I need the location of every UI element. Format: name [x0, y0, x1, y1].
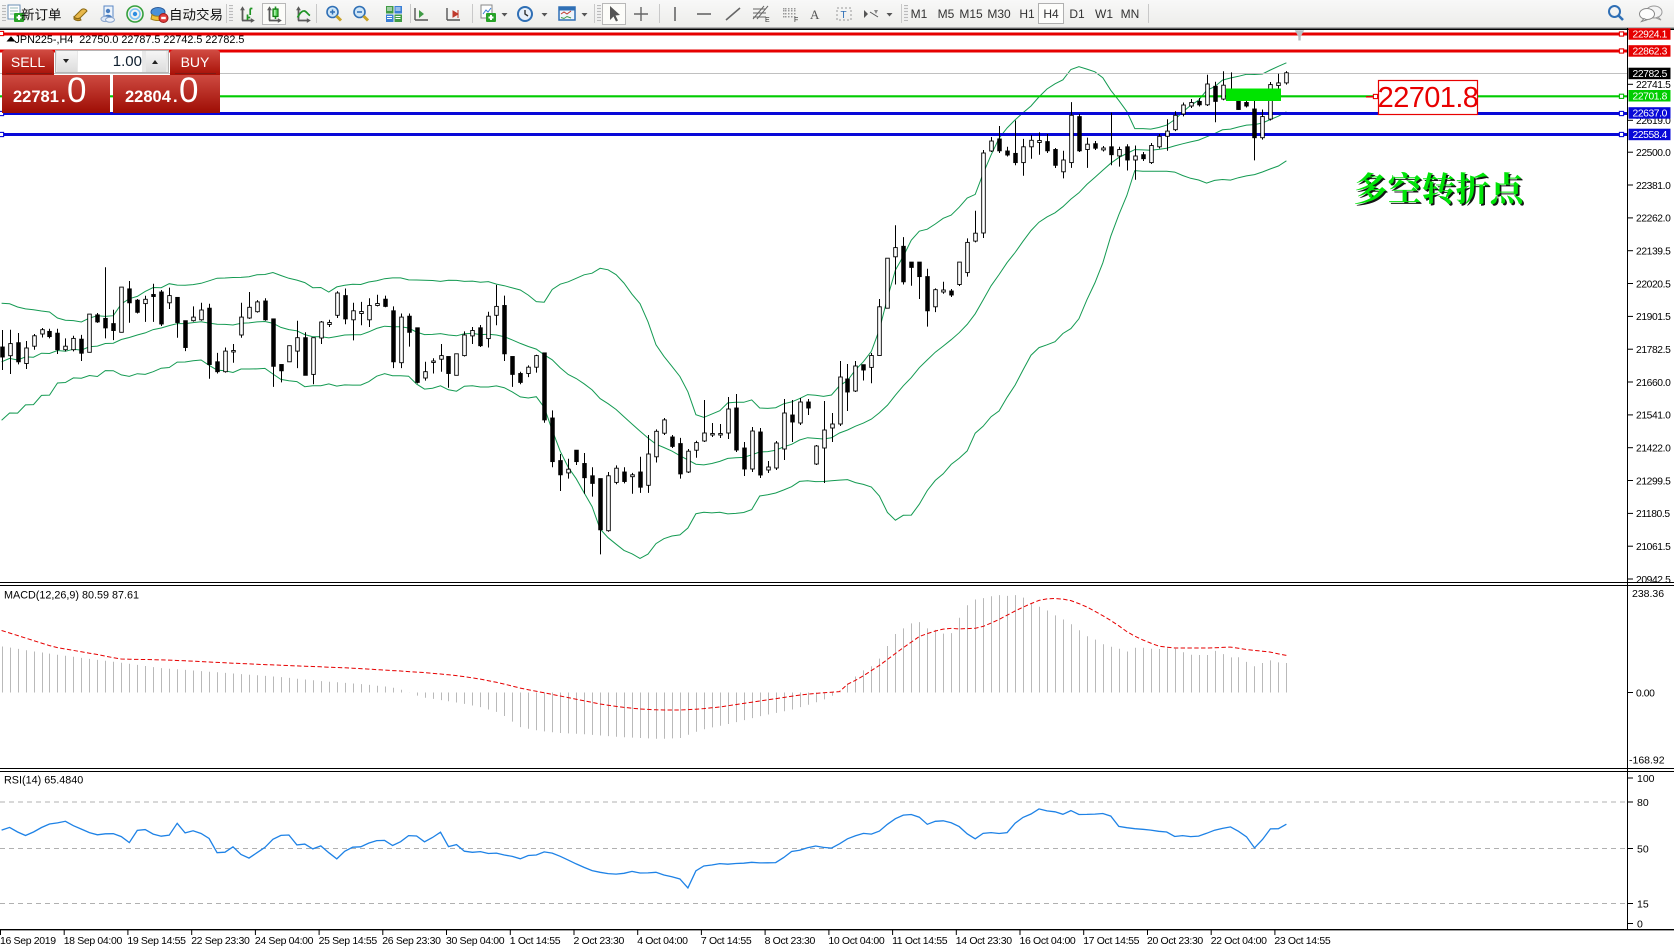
- svg-text:23 Oct 14:55: 23 Oct 14:55: [1274, 935, 1330, 947]
- svg-text:50: 50: [1637, 843, 1649, 855]
- svg-text:4 Oct 04:00: 4 Oct 04:00: [637, 935, 688, 947]
- svg-text:22862.3: 22862.3: [1633, 47, 1668, 58]
- svg-text:25 Sep 14:55: 25 Sep 14:55: [319, 935, 378, 947]
- svg-text:E: E: [765, 17, 770, 24]
- svg-text:21061.5: 21061.5: [1636, 542, 1671, 553]
- svg-text:18 Sep 04:00: 18 Sep 04:00: [64, 935, 123, 947]
- svg-text:20 Oct 23:30: 20 Oct 23:30: [1147, 935, 1203, 947]
- svg-text:30 Sep 04:00: 30 Sep 04:00: [446, 935, 505, 947]
- svg-text:21660.0: 21660.0: [1636, 378, 1671, 389]
- svg-text:15: 15: [1637, 898, 1649, 910]
- svg-text:26 Sep 23:30: 26 Sep 23:30: [382, 935, 441, 947]
- svg-text:24 Sep 04:00: 24 Sep 04:00: [255, 935, 314, 947]
- svg-text:22741.5: 22741.5: [1636, 80, 1671, 91]
- svg-text:22 Sep 23:30: 22 Sep 23:30: [191, 935, 250, 947]
- svg-text:8 Oct 23:30: 8 Oct 23:30: [765, 935, 816, 947]
- svg-text:7 Oct 14:55: 7 Oct 14:55: [701, 935, 752, 947]
- svg-text:100: 100: [1637, 773, 1655, 785]
- svg-text:22701.8: 22701.8: [1378, 82, 1479, 114]
- svg-text:2 Oct 23:30: 2 Oct 23:30: [574, 935, 625, 947]
- svg-text:22924.1: 22924.1: [1633, 30, 1668, 41]
- svg-text:21541.0: 21541.0: [1636, 411, 1671, 422]
- svg-text:F: F: [794, 17, 798, 24]
- svg-text:20942.5: 20942.5: [1636, 575, 1671, 586]
- svg-text:22782.5: 22782.5: [1633, 69, 1668, 80]
- svg-text:A: A: [810, 7, 820, 22]
- svg-text:0.00: 0.00: [1636, 688, 1655, 699]
- svg-text:16 Oct 04:00: 16 Oct 04:00: [1020, 935, 1076, 947]
- svg-text:T: T: [841, 10, 847, 21]
- svg-text:22637.0: 22637.0: [1633, 109, 1668, 120]
- svg-text:11 Oct 14:55: 11 Oct 14:55: [892, 935, 948, 947]
- svg-text:22558.4: 22558.4: [1633, 130, 1668, 141]
- svg-text:21901.5: 21901.5: [1636, 312, 1671, 323]
- svg-text:JPN225-,H4 22750.0 22787.5 22: JPN225-,H4 22750.0 22787.5 22742.5 22782…: [15, 34, 245, 46]
- svg-text:238.36: 238.36: [1632, 588, 1664, 600]
- svg-text:14 Oct 23:30: 14 Oct 23:30: [956, 935, 1012, 947]
- svg-text:22 Oct 04:00: 22 Oct 04:00: [1211, 935, 1267, 947]
- svg-text:22701.8: 22701.8: [1633, 92, 1668, 103]
- svg-text:21422.0: 21422.0: [1636, 444, 1671, 455]
- svg-text:17 Oct 14:55: 17 Oct 14:55: [1083, 935, 1139, 947]
- svg-text:21782.5: 21782.5: [1636, 345, 1671, 356]
- svg-text:22381.0: 22381.0: [1636, 181, 1671, 192]
- svg-text:21299.5: 21299.5: [1636, 476, 1671, 487]
- svg-text:22139.5: 22139.5: [1636, 247, 1671, 258]
- svg-text:19 Sep 14:55: 19 Sep 14:55: [127, 935, 186, 947]
- svg-text:RSI(14) 65.4840: RSI(14) 65.4840: [4, 775, 83, 787]
- svg-text:MACD(12,26,9) 80.59 87.61: MACD(12,26,9) 80.59 87.61: [4, 590, 139, 602]
- svg-text:22500.0: 22500.0: [1636, 148, 1671, 159]
- svg-text:22020.5: 22020.5: [1636, 279, 1671, 290]
- svg-text:22262.0: 22262.0: [1636, 214, 1671, 225]
- svg-text:-168.92: -168.92: [1629, 755, 1665, 767]
- svg-text:22619.0: 22619.0: [1636, 116, 1671, 127]
- svg-text:21180.5: 21180.5: [1636, 509, 1670, 520]
- svg-text:10 Oct 04:00: 10 Oct 04:00: [828, 935, 884, 947]
- svg-text:16 Sep 2019: 16 Sep 2019: [0, 935, 56, 947]
- svg-text:80: 80: [1637, 797, 1649, 809]
- svg-text:0: 0: [1637, 918, 1643, 930]
- svg-text:1 Oct 14:55: 1 Oct 14:55: [510, 935, 561, 947]
